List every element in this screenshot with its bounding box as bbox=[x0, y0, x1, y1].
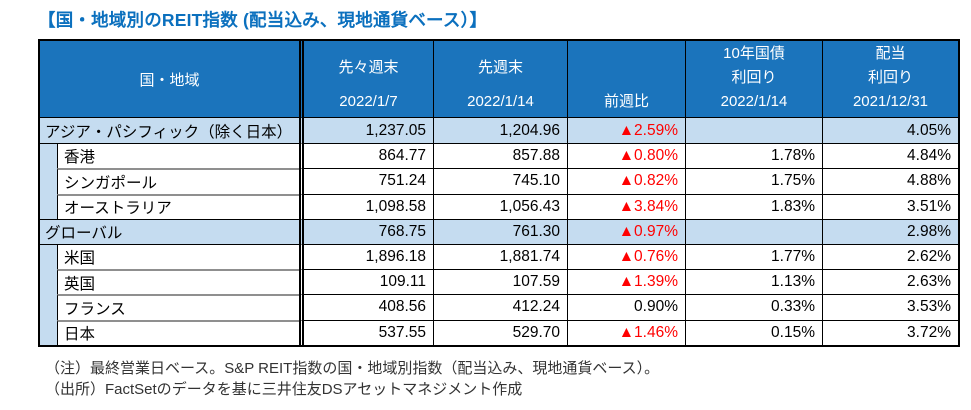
prev-cell: 761.30 bbox=[433, 218, 567, 244]
report-page: 【国・地域別のREIT指数 (配当込み、現地通貨ベース）】 国・地域 先々週末 … bbox=[38, 10, 971, 400]
prev-cell: 412.24 bbox=[433, 294, 567, 320]
prev2-cell: 751.24 bbox=[299, 168, 433, 194]
prev-cell: 1,204.96 bbox=[433, 118, 567, 144]
prev-cell: 107.59 bbox=[433, 269, 567, 295]
prev-cell: 745.10 bbox=[433, 168, 567, 194]
wow-cell: ▲0.97% bbox=[567, 218, 685, 244]
page-title: 【国・地域別のREIT指数 (配当込み、現地通貨ベース）】 bbox=[38, 10, 488, 30]
table-row: グローバル 768.75 761.30 ▲0.97% 2.98% bbox=[40, 218, 958, 244]
header-wow: 前週比 bbox=[567, 41, 685, 118]
table-row: フランス 408.56 412.24 0.90% 0.33% 3.53% bbox=[40, 294, 958, 320]
reit-index-table: 国・地域 先々週末 2022/1/7 先週末 2022/1/1 bbox=[38, 39, 960, 347]
dividend-cell: 2.63% bbox=[822, 269, 958, 295]
region-cell: グローバル bbox=[40, 218, 299, 244]
footnotes: （注）最終営業日ベース。S&P REIT指数の国・地域別指数（配当込み、現地通貨… bbox=[38, 358, 971, 400]
wow-cell: ▲0.80% bbox=[567, 143, 685, 169]
prev-cell: 1,881.74 bbox=[433, 243, 567, 270]
region-cell: シンガポール bbox=[40, 168, 299, 194]
prev2-cell: 109.11 bbox=[299, 269, 433, 295]
table-row: オーストラリア 1,098.58 1,056.43 ▲3.84% 1.83% 3… bbox=[40, 193, 958, 219]
prev-cell: 1,056.43 bbox=[433, 193, 567, 219]
dividend-cell: 2.62% bbox=[822, 243, 958, 270]
table-header: 国・地域 先々週末 2022/1/7 先週末 2022/1/1 bbox=[40, 41, 958, 118]
bond-cell: 0.15% bbox=[685, 319, 822, 345]
bond-cell: 1.77% bbox=[685, 243, 822, 270]
table-body: アジア・パシフィック（除く日本） 1,237.05 1,204.96 ▲2.59… bbox=[40, 118, 958, 345]
bond-cell: 1.83% bbox=[685, 193, 822, 219]
wow-cell: ▲1.46% bbox=[567, 319, 685, 345]
bond-cell: 1.75% bbox=[685, 168, 822, 194]
dividend-cell: 3.72% bbox=[822, 319, 958, 345]
prev2-cell: 1,237.05 bbox=[299, 118, 433, 144]
prev2-cell: 1,098.58 bbox=[299, 193, 433, 219]
header-bond-yield: 10年国債 利回り 2022/1/14 bbox=[685, 41, 822, 118]
bond-cell: 1.78% bbox=[685, 143, 822, 169]
prev-cell: 529.70 bbox=[433, 319, 567, 345]
region-cell: 米国 bbox=[40, 243, 299, 270]
region-cell: オーストラリア bbox=[40, 193, 299, 219]
prev-cell: 857.88 bbox=[433, 143, 567, 169]
bond-cell bbox=[685, 118, 822, 144]
dividend-cell: 2.98% bbox=[822, 218, 958, 244]
prev2-cell: 408.56 bbox=[299, 294, 433, 320]
prev2-cell: 537.55 bbox=[299, 319, 433, 345]
footnote-attribution: （出所）FactSetのデータを基に三井住友DSアセットマネジメント作成 bbox=[45, 380, 523, 398]
table-row: 英国 109.11 107.59 ▲1.39% 1.13% 2.63% bbox=[40, 269, 958, 295]
wow-cell: ▲3.84% bbox=[567, 193, 685, 219]
dividend-cell: 3.53% bbox=[822, 294, 958, 320]
region-cell: アジア・パシフィック（除く日本） bbox=[40, 118, 299, 144]
header-prev2: 先々週末 2022/1/7 bbox=[299, 41, 433, 118]
region-cell: 日本 bbox=[40, 319, 299, 345]
region-cell: 英国 bbox=[40, 269, 299, 295]
table-row: シンガポール 751.24 745.10 ▲0.82% 1.75% 4.88% bbox=[40, 168, 958, 194]
bond-cell bbox=[685, 218, 822, 244]
region-cell: 香港 bbox=[40, 143, 299, 169]
dividend-cell: 3.51% bbox=[822, 193, 958, 219]
table-row: 香港 864.77 857.88 ▲0.80% 1.78% 4.84% bbox=[40, 143, 958, 169]
wow-cell: 0.90% bbox=[567, 294, 685, 320]
bond-cell: 1.13% bbox=[685, 269, 822, 295]
wow-cell: ▲2.59% bbox=[567, 118, 685, 144]
wow-cell: ▲0.82% bbox=[567, 168, 685, 194]
dividend-cell: 4.05% bbox=[822, 118, 958, 144]
table-row: 米国 1,896.18 1,881.74 ▲0.76% 1.77% 2.62% bbox=[40, 243, 958, 270]
region-cell: フランス bbox=[40, 294, 299, 320]
dividend-cell: 4.88% bbox=[822, 168, 958, 194]
bond-cell: 0.33% bbox=[685, 294, 822, 320]
footnote-source-note: （注）最終営業日ベース。S&P REIT指数の国・地域別指数（配当込み、現地通貨… bbox=[45, 359, 660, 377]
prev2-cell: 864.77 bbox=[299, 143, 433, 169]
header-region: 国・地域 bbox=[40, 41, 299, 118]
header-dividend-yield: 配当 利回り 2021/12/31 bbox=[822, 41, 958, 118]
header-prev: 先週末 2022/1/14 bbox=[433, 41, 567, 118]
table-row: 日本 537.55 529.70 ▲1.46% 0.15% 3.72% bbox=[40, 319, 958, 345]
dividend-cell: 4.84% bbox=[822, 143, 958, 169]
prev2-cell: 768.75 bbox=[299, 218, 433, 244]
wow-cell: ▲1.39% bbox=[567, 269, 685, 295]
prev2-cell: 1,896.18 bbox=[299, 243, 433, 270]
table-row: アジア・パシフィック（除く日本） 1,237.05 1,204.96 ▲2.59… bbox=[40, 118, 958, 144]
wow-cell: ▲0.76% bbox=[567, 243, 685, 270]
